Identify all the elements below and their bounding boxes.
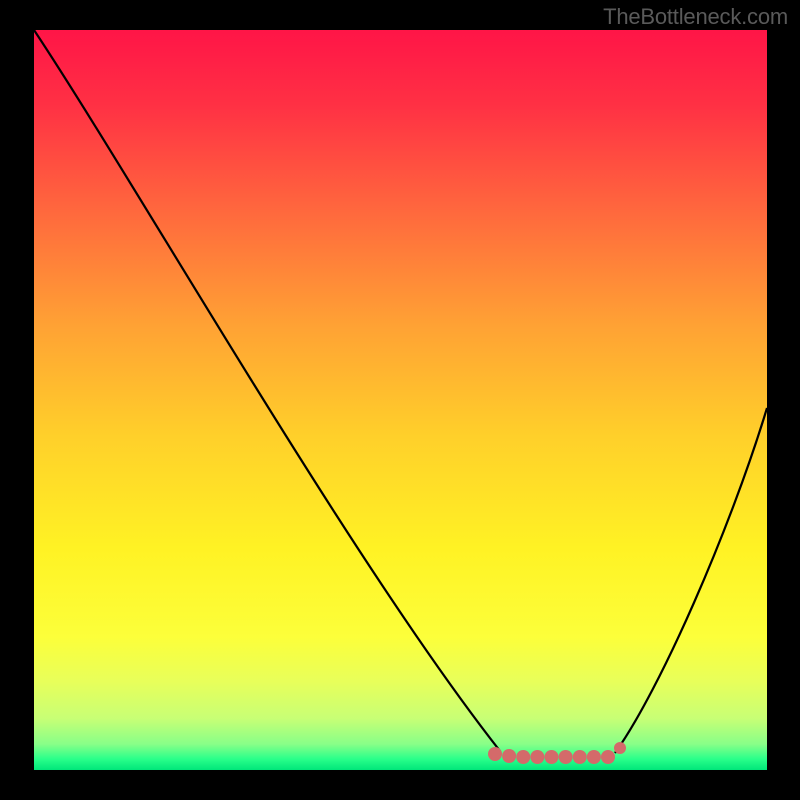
marker-dot xyxy=(614,742,626,754)
chart-container: { "watermark": "TheBottleneck.com", "cha… xyxy=(0,0,800,800)
plot-area xyxy=(34,30,767,770)
bottleneck-chart xyxy=(0,0,800,800)
marker-dot xyxy=(601,750,615,764)
marker-dot xyxy=(502,749,516,763)
marker-dot xyxy=(545,750,559,764)
marker-dot xyxy=(573,750,587,764)
marker-dot xyxy=(559,750,573,764)
watermark-text: TheBottleneck.com xyxy=(603,4,788,30)
marker-dot xyxy=(587,750,601,764)
marker-dot xyxy=(530,750,544,764)
marker-dot xyxy=(488,747,502,761)
marker-dot xyxy=(516,750,530,764)
